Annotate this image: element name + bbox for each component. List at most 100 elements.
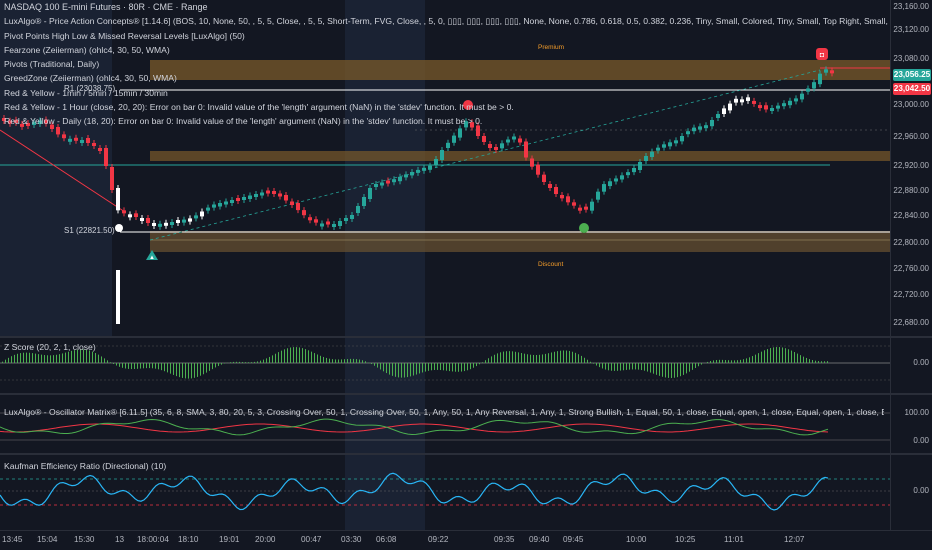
candle-body (260, 192, 264, 196)
zscore-bar (746, 358, 747, 363)
zscore-bar (56, 354, 57, 363)
premium-label: Premium (538, 44, 565, 51)
zscore-bar (770, 348, 771, 363)
legend-line[interactable]: Red & Yellow - Daily (18, 20): Error on … (4, 116, 483, 127)
legend-line[interactable]: Pivots (Traditional, Daily) (4, 59, 100, 70)
zscore-bar (359, 359, 360, 363)
r1-label: R1 (23038.75) (64, 84, 116, 93)
candle-body (764, 105, 768, 110)
zscore-bar (617, 363, 618, 371)
zscore-bar (647, 363, 648, 372)
candle-body (806, 88, 810, 92)
oscillator-scale[interactable]: 100.00 0.00 (890, 395, 932, 453)
zscore-bar (539, 354, 540, 363)
candle-body (122, 210, 126, 214)
zscore-bar (530, 354, 531, 363)
kaufman-pane[interactable]: Kaufman Efficiency Ratio (Directional) (… (0, 455, 890, 530)
zscore-bar (527, 354, 528, 363)
time-label: 00:47 (301, 535, 322, 544)
zscore-bar (119, 363, 120, 367)
price-scale[interactable]: 23,160.00 23,120.00 23,080.00 23,000.00 … (890, 0, 932, 336)
candle-body (518, 138, 522, 143)
zscore-bar (68, 351, 69, 363)
zscore-bar (383, 363, 384, 372)
legend-line[interactable]: GreedZone (Zeiierman) (ohlc4, 30, 50, WM… (4, 73, 177, 84)
legend-line[interactable]: Red & Yellow - 1 Hour (close, 20, 20): E… (4, 102, 514, 113)
zscore-bar (137, 363, 138, 369)
candle-body (494, 147, 498, 150)
zscore-bar (479, 363, 480, 365)
pane-separator[interactable] (0, 336, 932, 338)
legend-line[interactable]: Pivot Points High Low & Missed Reversal … (4, 30, 245, 41)
zscore-bar (782, 347, 783, 363)
zscore-bar (140, 363, 141, 369)
svg-text:▲: ▲ (149, 255, 155, 261)
zscore-bar (797, 353, 798, 363)
candle-body (554, 187, 558, 194)
candle-body (632, 168, 636, 173)
legend-line[interactable]: Red & Yellow - 1min / 5min / 15min / 30m… (4, 87, 168, 98)
zscore-pane[interactable]: Z Score (20, 2, 1, close) (0, 338, 890, 393)
zscore-bar (185, 363, 186, 379)
candle-body (236, 198, 240, 201)
candle-body (374, 184, 378, 187)
oscillator-canvas[interactable] (0, 395, 890, 453)
zscore-bar (767, 349, 768, 363)
zscore-bar (659, 363, 660, 376)
oscillator-pane[interactable]: LuxAlgo® - Oscillator Matrix® [6.11.5] (… (0, 395, 890, 453)
kaufman-scale[interactable]: 0.00 (890, 455, 932, 530)
candle-body (500, 143, 504, 149)
time-label: 18:10 (178, 535, 199, 544)
main-price-pane[interactable]: ◘ ▲ NASDAQ 100 E-mini Futures · 80R · CM… (0, 0, 890, 336)
time-label: 03:30 (341, 535, 362, 544)
candle-body (584, 206, 588, 210)
oscillator-title[interactable]: LuxAlgo® - Oscillator Matrix® [6.11.5] (… (4, 407, 884, 417)
zscore-bar (206, 363, 207, 373)
zscore-bar (692, 363, 693, 370)
zscore-bar (155, 363, 156, 369)
zscore-canvas[interactable] (0, 338, 890, 393)
candle-body (14, 119, 18, 123)
zscore-bar (386, 363, 387, 374)
zscore-bar (86, 349, 87, 363)
zscore-bar (173, 363, 174, 375)
time-label: 09:45 (563, 535, 584, 544)
zscore-bar (794, 352, 795, 363)
symbol-title[interactable]: NASDAQ 100 E-mini Futures · 80R · CME · … (4, 2, 208, 12)
candle-body (230, 200, 234, 203)
zscore-title[interactable]: Z Score (20, 2, 1, close) (4, 342, 96, 352)
candle-body (356, 206, 360, 213)
zscore-bar (518, 352, 519, 363)
zscore-bar (233, 361, 234, 363)
kaufman-canvas[interactable] (0, 455, 890, 530)
zscore-bar (2, 361, 3, 363)
zscore-bar (338, 359, 339, 363)
kaufman-title[interactable]: Kaufman Efficiency Ratio (Directional) (… (4, 461, 167, 471)
zscore-bar (71, 350, 72, 363)
time-label: 12:07 (784, 535, 805, 544)
zscore-bar (5, 359, 6, 363)
legend-line[interactable]: Fearzone (Zeiierman) (ohlc4, 30, 50, WMA… (4, 44, 170, 55)
legend-line[interactable]: LuxAlgo® - Price Action Concepts® [1.14.… (4, 16, 888, 27)
zscore-bar (17, 353, 18, 363)
pane-separator[interactable] (0, 393, 932, 395)
candle-body (698, 126, 702, 130)
zscore-bar (578, 354, 579, 363)
zscore-bar (170, 363, 171, 374)
zscore-bar (443, 363, 444, 371)
time-axis[interactable]: 13:45 15:04 15:30 13 18:00:04 18:10 19:0… (0, 530, 932, 550)
zscore-bar (35, 353, 36, 363)
price-chart-canvas[interactable]: ◘ ▲ (0, 0, 890, 336)
zscore-scale[interactable]: 0.00 (890, 338, 932, 393)
zscore-bar (740, 359, 741, 363)
zscore-bar (377, 363, 378, 368)
pane-separator[interactable] (0, 453, 932, 455)
candle-body (146, 218, 150, 223)
zscore-bar (164, 363, 165, 372)
candle-body (314, 219, 318, 223)
time-label: 13 (115, 535, 125, 544)
zscore-bar (320, 355, 321, 363)
zscore-bar (401, 363, 402, 378)
time-label: 15:30 (74, 535, 95, 544)
